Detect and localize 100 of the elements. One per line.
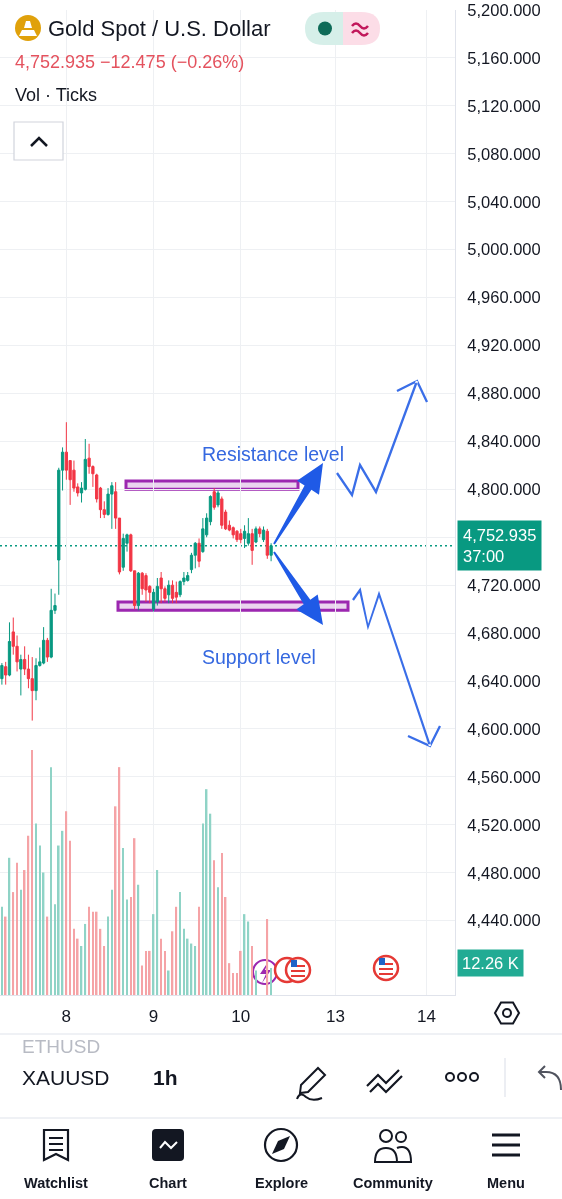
bar [228, 963, 231, 995]
y-tick-label: 5,160.000 [467, 48, 541, 67]
y-tick-label: 4,840.000 [467, 432, 541, 451]
bar [175, 906, 178, 995]
candlestick [216, 490, 220, 508]
bar [92, 911, 94, 995]
y-tick-label: 4,600.000 [467, 719, 541, 738]
candlestick [265, 528, 269, 560]
bar [84, 923, 87, 995]
candlestick [269, 542, 273, 562]
bar [137, 884, 140, 995]
ref-line-label: 4,752.935 37:00 [463, 526, 537, 566]
bar [46, 916, 49, 995]
bar [232, 972, 234, 995]
candlestick [7, 621, 12, 677]
bar [160, 938, 162, 995]
candlestick [170, 579, 175, 604]
y-tick-label: 4,880.000 [467, 384, 541, 403]
bar [198, 906, 200, 995]
candlestick [220, 496, 224, 530]
bar [16, 862, 18, 995]
candlestick [258, 525, 262, 538]
bar [194, 946, 197, 995]
candlestick [136, 571, 141, 611]
candlestick [235, 529, 239, 543]
candlestick [45, 637, 50, 663]
text: 1h [153, 1066, 178, 1089]
candlestick [186, 571, 190, 581]
candlestick [167, 579, 171, 604]
text: 12.26 K [462, 954, 519, 972]
bar [39, 845, 41, 995]
candlestick [212, 487, 216, 511]
bar [111, 889, 113, 995]
candlestick [110, 481, 114, 530]
bar [12, 892, 15, 995]
y-tick-label: 4,480.000 [467, 863, 541, 882]
bar [209, 813, 212, 995]
bar [156, 870, 159, 995]
text: Chart [149, 1175, 188, 1191]
y-tick-label: 5,080.000 [467, 144, 541, 163]
bar [35, 823, 37, 995]
bar [103, 946, 106, 995]
band-label: Support level [202, 646, 316, 668]
text: XAUUSD [22, 1066, 110, 1089]
y-tick-label: 4,520.000 [467, 815, 541, 834]
y-tick-label: 5,040.000 [467, 192, 541, 211]
bar [239, 950, 242, 995]
bar [141, 965, 143, 995]
text: Community [353, 1175, 433, 1191]
y-tick-label: 5,000.000 [467, 240, 541, 259]
y-tick-label: 4,920.000 [467, 336, 541, 355]
y-tick-label: 4,800.000 [467, 480, 541, 499]
bar [221, 852, 223, 995]
text: Explore [255, 1175, 309, 1191]
bar [118, 767, 121, 995]
bar [20, 889, 22, 995]
bar [88, 906, 90, 995]
text: 4,752.935 −12.475 (−0.26%) [15, 52, 245, 72]
bar [107, 916, 109, 995]
x-tick-label: 10 [231, 1007, 251, 1027]
candlestick [49, 588, 53, 659]
candlestick [19, 654, 23, 696]
annotation: Vol · Ticks [15, 85, 98, 105]
bar [69, 840, 71, 995]
y-tick-label: 4,680.000 [467, 623, 541, 642]
bar [145, 950, 147, 995]
x-tick-label: 8 [61, 1007, 72, 1027]
bar [31, 749, 34, 995]
candlestick [261, 525, 266, 543]
bar [183, 928, 185, 995]
candlestick [159, 571, 163, 604]
bar [148, 950, 151, 995]
candlestick [239, 528, 243, 544]
bar [213, 860, 216, 995]
bar [179, 892, 181, 995]
y-tick-label: 4,640.000 [467, 671, 541, 690]
candlestick [144, 572, 148, 603]
x-tick-label: 9 [148, 1007, 159, 1027]
bar [50, 767, 52, 995]
candlestick [250, 528, 254, 566]
candlestick [254, 525, 258, 544]
candlestick [30, 656, 34, 722]
bar [217, 887, 219, 995]
text: Watchlist [24, 1175, 89, 1191]
bar [27, 835, 30, 995]
bar [73, 928, 75, 995]
bar [251, 946, 253, 995]
bar [247, 921, 250, 995]
text: Menu [487, 1175, 525, 1191]
y-tick-label: 4,720.000 [467, 575, 541, 594]
candlestick [174, 581, 178, 604]
x-tick-label: 14 [417, 1007, 437, 1027]
y-tick-label: 4,440.000 [467, 911, 541, 930]
y-tick-label: 5,200.000 [467, 0, 541, 19]
bar [164, 950, 166, 995]
y-tick-label: 5,120.000 [467, 96, 541, 115]
band-label: Resistance level [202, 443, 344, 465]
candlestick [41, 626, 46, 665]
candlestick [197, 537, 201, 568]
bar [126, 899, 128, 995]
